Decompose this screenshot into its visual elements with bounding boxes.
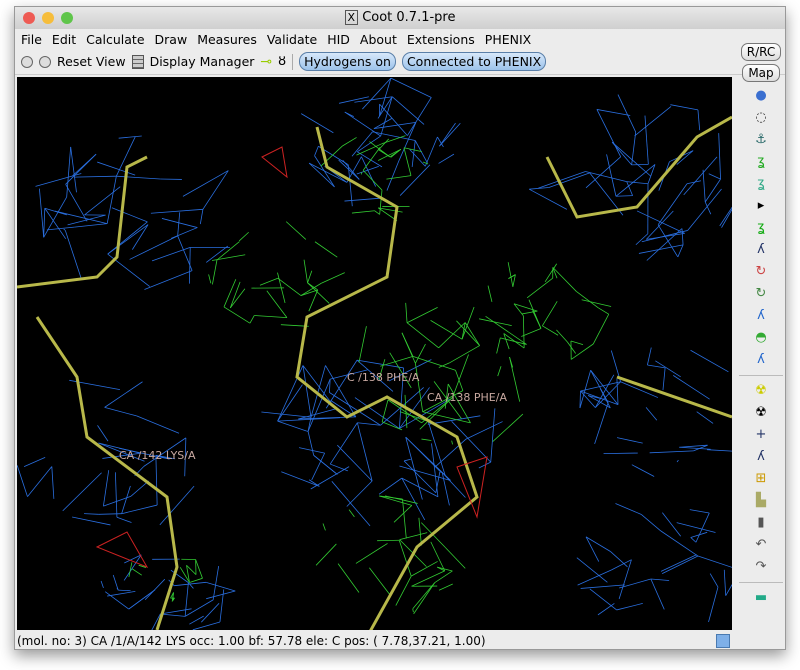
flip-peptide-icon[interactable]: ↻	[755, 264, 767, 279]
radioactive-icon[interactable]: ☢	[755, 405, 767, 420]
stop-icon[interactable]	[39, 55, 51, 68]
minimize-button[interactable]	[42, 12, 54, 24]
real-space-refine-icon[interactable]: ʓ	[757, 176, 765, 191]
delete-icon[interactable]: ▮	[757, 515, 765, 530]
window-title: Coot 0.7.1-pre	[362, 10, 456, 25]
separator	[739, 375, 783, 376]
reset-view-button[interactable]: Reset View	[57, 54, 126, 69]
menu-file[interactable]: File	[21, 31, 42, 47]
rotate-translate-icon[interactable]: ●	[755, 88, 767, 103]
map-button[interactable]: Map	[742, 64, 780, 82]
expand-arrow-icon[interactable]: ▸	[757, 198, 765, 213]
menu-hid[interactable]: HID	[327, 31, 350, 47]
rigid-body-icon[interactable]: ʓ	[757, 154, 765, 169]
paste-icon[interactable]: ▙	[756, 493, 766, 508]
display-manager-button[interactable]: Display Manager	[149, 54, 255, 69]
atom-label: CA /138 PHE/A	[427, 391, 507, 404]
menu-calculate[interactable]: Calculate	[86, 31, 145, 47]
status-bar: (mol. no: 3) CA /1/A/142 LYS occ: 1.00 b…	[17, 634, 486, 648]
regularize-icon[interactable]: ⚓	[755, 132, 767, 147]
add-terminal-icon[interactable]: ʎ	[757, 449, 765, 464]
place-water-icon[interactable]: ⊞	[755, 471, 767, 486]
edit-chi-icon[interactable]: ʎ	[757, 308, 765, 323]
menu-draw[interactable]: Draw	[154, 31, 188, 47]
x11-icon: X	[344, 10, 359, 25]
go-to-atom-icon[interactable]: ⊸	[260, 53, 273, 70]
back-icon[interactable]	[21, 55, 33, 68]
undo-icon[interactable]: ↶	[755, 537, 767, 552]
backbone-torsion-icon[interactable]: ʎ	[757, 352, 765, 367]
close-button[interactable]	[23, 12, 35, 24]
separator	[739, 582, 783, 583]
flag-icon[interactable]: ▬	[754, 590, 768, 605]
menu-validate[interactable]: Validate	[266, 31, 318, 47]
display-manager-icon	[131, 54, 144, 69]
menu-about[interactable]: About	[359, 31, 397, 47]
separator	[292, 53, 294, 70]
model-toolbar-icon[interactable]: ȣ	[278, 54, 287, 69]
zoom-button[interactable]	[61, 12, 73, 24]
rrc-button[interactable]: R/RC	[740, 43, 782, 61]
toolbar: Reset View Display Manager ⊸ ȣ Hydrogens…	[15, 49, 785, 75]
side-chain-icon[interactable]: ◓	[755, 330, 767, 345]
menu-measures[interactable]: Measures	[197, 31, 257, 47]
menu-extensions[interactable]: Extensions	[406, 31, 475, 47]
title-bar: X Coot 0.7.1-pre	[15, 7, 785, 29]
3d-graphics-canvas[interactable]: C /138 PHE/A CA /138 PHE/A CA /142 LYS/A	[17, 77, 732, 630]
menu-phenix[interactable]: PHENIX	[484, 31, 532, 47]
coot-window: X Coot 0.7.1-pre File Edit Calculate Dra…	[14, 6, 786, 650]
radioactive-small-icon[interactable]: ☢	[755, 383, 767, 398]
status-indicator	[716, 634, 730, 648]
electron-density-mesh	[17, 77, 732, 630]
atom-label: CA /142 LYS/A	[119, 449, 196, 462]
redo-icon[interactable]: ↷	[755, 559, 767, 574]
right-toolbar: R/RC Map ● ◌ ⚓ ʓ ʓ ▸ ʓ ʎ ↻ ↻ ʎ ◓ ʎ ☢ ☢ + ʎ ⊞ ▙ ▮ ↶ ↷ ▬	[735, 43, 787, 633]
menu-edit[interactable]: Edit	[51, 31, 77, 47]
rotamer-icon[interactable]: ʓ	[757, 220, 765, 235]
side-chain-180-icon[interactable]: ↻	[755, 286, 767, 301]
hydrogens-toggle[interactable]: Hydrogens on	[299, 52, 396, 71]
torsion-icon[interactable]: ʎ	[757, 242, 765, 257]
menu-bar: File Edit Calculate Draw Measures Valida…	[15, 29, 785, 49]
add-atom-icon[interactable]: +	[755, 427, 767, 442]
refine-zone-icon[interactable]: ◌	[755, 110, 767, 125]
phenix-connection-button[interactable]: Connected to PHENIX	[401, 52, 547, 71]
atom-label: C /138 PHE/A	[347, 371, 420, 384]
